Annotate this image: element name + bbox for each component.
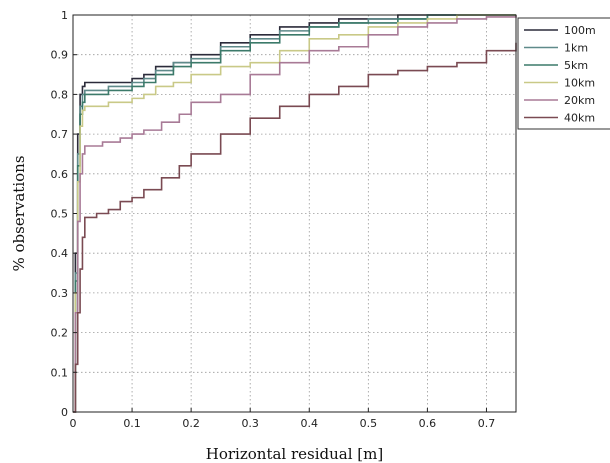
legend-label-20km: 20km [564,94,595,107]
y-tick-label: 0.8 [51,88,69,101]
grid [73,15,516,412]
y-tick-label: 1 [61,9,68,22]
x-tick-label: 0.4 [301,417,319,430]
series-line-40km [73,42,517,413]
legend-label-40km: 40km [564,112,595,125]
y-tick-label: 0.1 [51,366,69,379]
y-tick-label: 0.6 [51,168,69,181]
x-tick-label: 0.1 [123,417,141,430]
y-tick-label: 0.5 [51,208,69,221]
x-tick-label: 0.6 [419,417,437,430]
legend-label-10km: 10km [564,77,595,90]
y-tick-label: 0.3 [51,287,69,300]
y-tick-label: 0.9 [51,49,69,62]
x-tick-label: 0.7 [478,417,496,430]
y-axis-ticks: 0 0.1 0.2 0.3 0.4 0.5 0.6 0.7 0.8 0.9 1 [51,9,77,419]
legend-label-100m: 100m [564,24,596,37]
x-axis-ticks: 0 0.1 0.2 0.3 0.4 0.5 0.6 0.7 [70,408,496,430]
y-axis-label: % observations [10,155,28,271]
x-tick-label: 0.2 [182,417,200,430]
y-tick-label: 0.4 [51,247,69,260]
legend: 100m 1km 5km 10km 20km 40km [517,17,610,130]
legend-label-1km: 1km [564,42,588,55]
x-tick-label: 0.3 [241,417,259,430]
series-line-20km [73,15,517,413]
series-lines [73,14,517,413]
y-tick-label: 0 [61,406,68,419]
x-axis-label: Horizontal residual [m] [206,445,383,463]
legend-box [517,17,610,130]
y-tick-label: 0.2 [51,327,69,340]
x-tick-label: 0 [70,417,77,430]
y-tick-label: 0.7 [51,128,69,141]
legend-label-5km: 5km [564,59,588,72]
x-tick-label: 0.5 [360,417,378,430]
